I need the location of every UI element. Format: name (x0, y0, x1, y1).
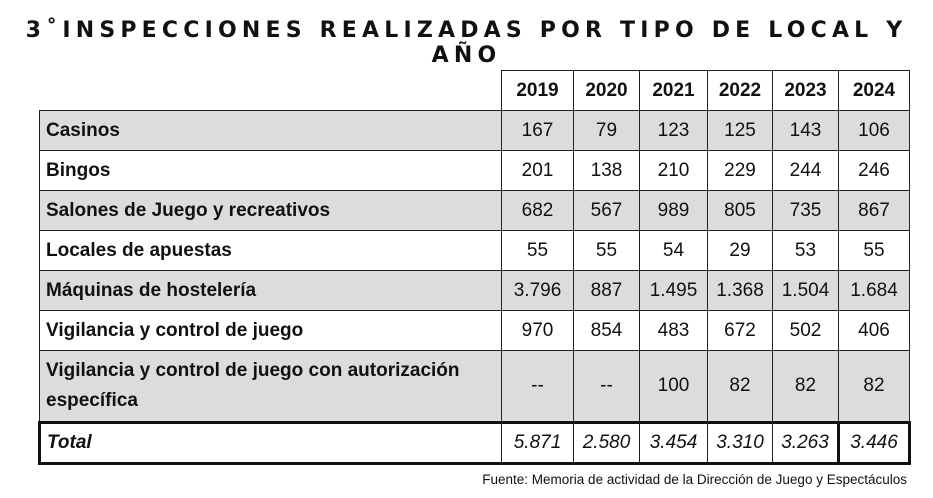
table-row: Vigilancia y control de juego con autori… (39, 350, 910, 423)
cell-value: 229 (707, 150, 773, 191)
cell-value: 210 (639, 150, 708, 191)
cell-value: 854 (573, 310, 640, 351)
page-title: 3˚INSPECCIONES REALIZADAS POR TIPO DE LO… (25, 18, 908, 68)
cell-value: 29 (707, 230, 773, 271)
cell-value: 735 (772, 190, 839, 231)
header-blank (39, 70, 502, 111)
inspections-table: 2019 2020 2021 2022 2023 2024 Casinos 167… (38, 70, 911, 465)
cell-value: 82 (772, 350, 839, 423)
cell-value: 672 (707, 310, 773, 351)
cell-value: 3.796 (501, 270, 574, 311)
cell-value: 483 (639, 310, 708, 351)
table-row: Salones de Juego y recreativos 682 567 989 8… (39, 190, 910, 231)
cell-value: 1.495 (639, 270, 708, 311)
row-label: Vigilancia y control de juego (39, 310, 502, 351)
cell-value: 867 (838, 190, 910, 231)
column-header: 2021 (639, 70, 708, 111)
row-label: Total (38, 421, 502, 465)
column-header: 2020 (573, 70, 640, 111)
cell-value: 682 (501, 190, 574, 231)
cell-value: 125 (707, 110, 773, 151)
cell-value: 100 (639, 350, 708, 423)
row-label: Máquinas de hostelería (39, 270, 502, 311)
cell-value: 55 (838, 230, 910, 271)
cell-value: 1.504 (772, 270, 839, 311)
cell-value: 123 (639, 110, 708, 151)
cell-value: 143 (772, 110, 839, 151)
column-header: 2019 (501, 70, 574, 111)
cell-value: 138 (573, 150, 640, 191)
cell-value: 805 (707, 190, 773, 231)
column-header: 2024 (838, 70, 910, 111)
cell-value: 3.454 (639, 421, 708, 465)
table-row: Casinos 167 79 123 125 143 106 (39, 110, 910, 151)
header-row: 2019 2020 2021 2022 2023 2024 (39, 70, 910, 111)
table-row: Vigilancia y control de juego 970 854 483 67… (39, 310, 910, 351)
cell-value: 106 (838, 110, 910, 151)
cell-value: 53 (772, 230, 839, 271)
cell-value: 502 (772, 310, 839, 351)
cell-value: 82 (707, 350, 773, 423)
cell-value: 970 (501, 310, 574, 351)
cell-value: 244 (772, 150, 839, 191)
cell-value: 55 (573, 230, 640, 271)
row-label: Bingos (39, 150, 502, 191)
cell-value: 2.580 (573, 421, 640, 465)
cell-value: -- (501, 350, 574, 423)
row-label: Vigilancia y control de juego con autori… (39, 350, 502, 423)
cell-value: 5.871 (501, 421, 574, 465)
cell-value: 55 (501, 230, 574, 271)
cell-value: 3.263 (772, 421, 839, 465)
table-row: Locales de apuestas 55 55 54 29 53 55 (39, 230, 910, 271)
cell-value: 3.310 (707, 421, 773, 465)
cell-value: 79 (573, 110, 640, 151)
cell-value: 54 (639, 230, 708, 271)
cell-value: 567 (573, 190, 640, 231)
row-label: Casinos (39, 110, 502, 151)
cell-value: 1.368 (707, 270, 773, 311)
column-header: 2022 (707, 70, 773, 111)
cell-value: 82 (838, 350, 910, 423)
total-row: Total 5.871 2.580 3.454 3.310 3.263 3.446 (38, 421, 911, 465)
cell-value: 246 (838, 150, 910, 191)
row-label: Locales de apuestas (39, 230, 502, 271)
source-note: Fuente: Memoria de actividad de la Direc… (482, 472, 907, 487)
cell-value: 887 (573, 270, 640, 311)
cell-value: 406 (838, 310, 910, 351)
column-header: 2023 (772, 70, 839, 111)
cell-value: 1.684 (838, 270, 910, 311)
cell-value: -- (573, 350, 640, 423)
row-label: Salones de Juego y recreativos (39, 190, 502, 231)
table-row: Bingos 201 138 210 229 244 246 (39, 150, 910, 191)
table-row: Máquinas de hostelería 3.796 887 1.495 1.368… (39, 270, 910, 311)
cell-value: 167 (501, 110, 574, 151)
cell-value: 3.446 (837, 421, 911, 465)
cell-value: 989 (639, 190, 708, 231)
cell-value: 201 (501, 150, 574, 191)
